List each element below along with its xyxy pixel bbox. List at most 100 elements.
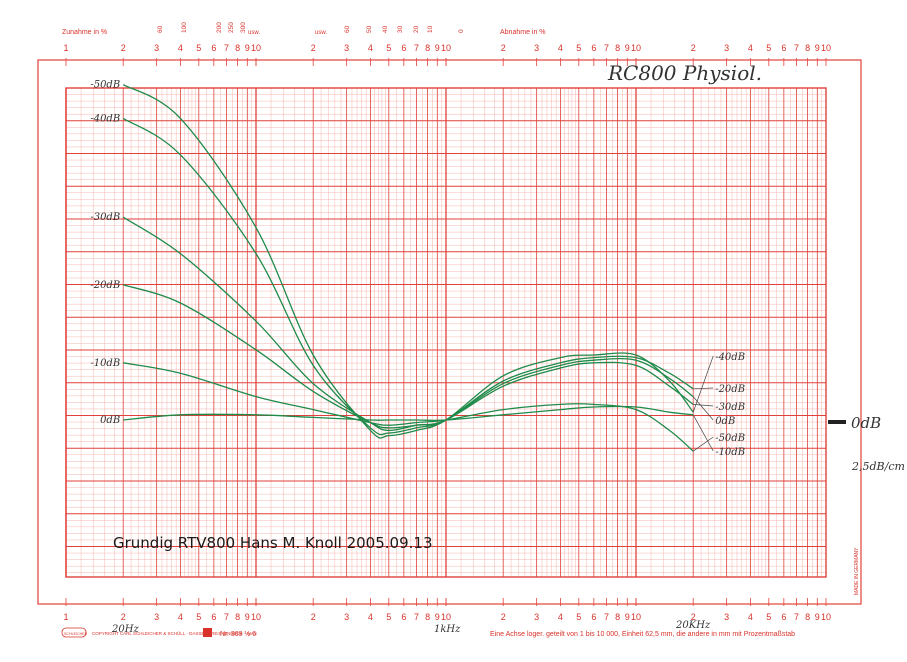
bottom-decade-label: 6 [591, 612, 596, 622]
top-decade-label: 2 [121, 43, 126, 53]
bottom-decade-label: 10 [631, 612, 641, 622]
top-decade-label: 9 [625, 43, 630, 53]
top-decade-label: 4 [748, 43, 753, 53]
top-decade-label: 8 [615, 43, 620, 53]
top-decade-label: 5 [386, 43, 391, 53]
model-annotation: RC800 Physiol. [607, 61, 762, 85]
bottom-decade-label: 7 [224, 612, 229, 622]
bottom-decade-label: 2 [121, 612, 126, 622]
top-decade-label: 3 [724, 43, 729, 53]
zunahme-tick: 250 [228, 22, 235, 33]
author-stamp: Grundig RTV800 Hans M. Knoll 2005.09.13 [113, 534, 432, 552]
top-decade-label: 5 [196, 43, 201, 53]
abnahme-tick: 0 [458, 29, 465, 33]
curve-end-label: -10dB [715, 447, 745, 458]
bottom-decade-label: 8 [615, 612, 620, 622]
top-decade-label: 1 [63, 43, 68, 53]
curve-end-label: -30dB [715, 402, 745, 413]
zunahme-tick: 200 [216, 22, 223, 33]
bottom-decade-label: 7 [414, 612, 419, 622]
top-decade-label: 2 [691, 43, 696, 53]
bottom-decade-label: 5 [386, 612, 391, 622]
freq-mid-annotation: 1kHz [434, 624, 461, 635]
curve-end-label: -40dB [715, 352, 745, 363]
bottom-decade-label: 8 [235, 612, 240, 622]
top-decade-label: 4 [178, 43, 183, 53]
curve-start-label: -40dB [90, 113, 120, 124]
bottom-decade-ticks: 1 2 3 4 5 6 7 8 9 10 2 3 4 5 6 7 8 9 10 2 3 4 5 6 7 8 9 10 2 3 4 5 6 7 8 9 1… [63, 598, 831, 622]
bottom-decade-label: 9 [245, 612, 250, 622]
bottom-decade-label: 7 [604, 612, 609, 622]
publisher-mark [203, 628, 212, 637]
bottom-decade-label: 3 [724, 612, 729, 622]
footer-note: Eine Achse loger. geteilt von 1 bis 10 0… [490, 631, 795, 638]
top-decade-label: 7 [604, 43, 609, 53]
scale-annotation: 2,5dB/cm [851, 460, 905, 473]
freq-high-annotation: 20KHz [675, 620, 711, 631]
right-zero-annotation: 0dB [851, 414, 881, 432]
curve-end-leader [692, 355, 714, 413]
curve-start-label: -20dB [90, 280, 120, 291]
top-decade-label: 9 [245, 43, 250, 53]
curve-end-labels: -40dB -20dB -30dB 0dB -50dB -10dB [692, 352, 745, 458]
bottom-decade-label: 6 [211, 612, 216, 622]
bottom-decade-label: 3 [344, 612, 349, 622]
curve-line [122, 117, 694, 436]
abnahme-tick: 20 [413, 25, 420, 33]
curves-group [122, 84, 694, 452]
top-decade-label: 4 [558, 43, 563, 53]
plot-border [65, 87, 827, 578]
top-decade-label: 6 [211, 43, 216, 53]
bottom-decade-label: 9 [625, 612, 630, 622]
bottom-decade-label: 1 [63, 612, 68, 622]
curve-line [123, 405, 694, 422]
abnahme-tick: 40 [382, 25, 389, 33]
top-decade-label: 3 [154, 43, 159, 53]
top-decade-label: 2 [311, 43, 316, 53]
bottom-decade-label: 2 [501, 612, 506, 622]
top-decade-label: 10 [251, 43, 261, 53]
top-decade-label: 5 [766, 43, 771, 53]
abnahme-tick: 10 [427, 25, 434, 33]
curve-end-leader [693, 404, 714, 407]
top-decade-label: 7 [414, 43, 419, 53]
freq-low-annotation: 20Hz [111, 624, 139, 635]
bottom-decade-label: 9 [815, 612, 820, 622]
zunahme-tick: 60 [157, 25, 164, 33]
bottom-decade-label: 4 [178, 612, 183, 622]
bottom-decade-label: 6 [401, 612, 406, 622]
top-decade-label: 8 [235, 43, 240, 53]
top-decade-label: 8 [425, 43, 430, 53]
curve-end-leader [692, 396, 714, 421]
usw-right-label: usw. [315, 30, 327, 36]
top-decade-label: 3 [344, 43, 349, 53]
bottom-decade-label: 10 [251, 612, 261, 622]
top-decade-label: 6 [781, 43, 786, 53]
curve-start-label: -50dB [90, 80, 120, 91]
curve-start-label: -30dB [90, 212, 120, 223]
curve-end-leader [693, 387, 714, 390]
bottom-decade-label: 8 [805, 612, 810, 622]
bottom-decade-label: 2 [691, 612, 696, 622]
maker-badge: SCHLEICHER [64, 632, 88, 636]
top-decade-label: 8 [805, 43, 810, 53]
curve-line [122, 84, 694, 439]
bottom-decade-label: 5 [576, 612, 581, 622]
curve-end-label: -20dB [715, 384, 745, 395]
top-decade-label: 9 [435, 43, 440, 53]
usw-left-label: usw. [248, 30, 260, 36]
top-decade-label: 10 [441, 43, 451, 53]
bottom-decade-label: 3 [534, 612, 539, 622]
bottom-decade-label: 9 [435, 612, 440, 622]
top-decade-label: 10 [631, 43, 641, 53]
curve-end-label: 0dB [715, 416, 735, 427]
sheet-number: Nr. 369 ½ 6 [220, 630, 256, 638]
abnahme-scale: 60 50 40 30 20 10 0 [344, 25, 465, 33]
top-decade-label: 6 [591, 43, 596, 53]
top-decade-label: 7 [224, 43, 229, 53]
bottom-decade-label: 7 [794, 612, 799, 622]
top-decade-label: 10 [821, 43, 831, 53]
bottom-decade-label: 10 [441, 612, 451, 622]
curve-start-label: -10dB [90, 358, 120, 369]
